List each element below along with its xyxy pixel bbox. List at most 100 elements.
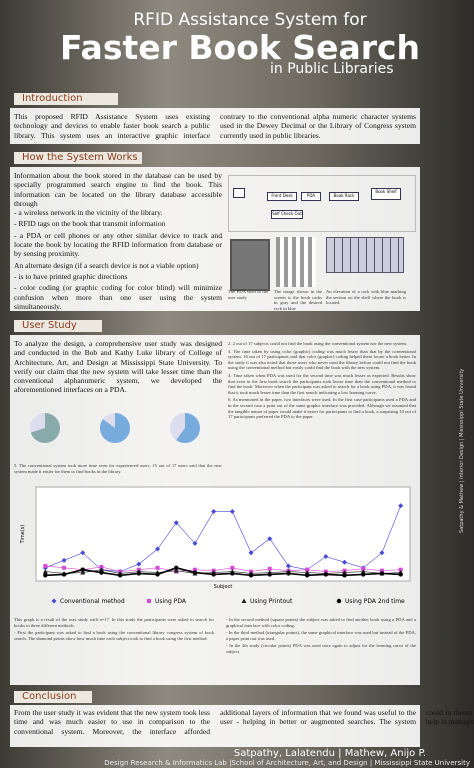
- section-heading: Introduction: [14, 93, 118, 105]
- notes: This graph is a result of the user study…: [14, 617, 214, 643]
- paragraph: - First the participant was asked to fin…: [14, 630, 214, 641]
- section-heading: User Study: [14, 320, 102, 332]
- point: [147, 599, 151, 603]
- caption: The PDA used in the user study: [228, 289, 268, 300]
- title-main: Faster Book Search: [59, 28, 421, 67]
- point: [267, 572, 272, 577]
- legend-label: Conventional method: [60, 598, 125, 605]
- point: [136, 561, 142, 567]
- point: [379, 568, 384, 573]
- point: [241, 598, 247, 603]
- node: Book Rack: [329, 192, 359, 201]
- point: [230, 565, 235, 570]
- diagram: Front Desk PDA Book Rack Book Shelf Self…: [228, 175, 416, 232]
- point: [61, 572, 67, 577]
- point: [155, 572, 160, 577]
- point: [342, 573, 347, 578]
- point: [117, 573, 123, 578]
- caption: The image shown in the screen is the boo…: [274, 289, 322, 311]
- list-item: - RFID tags on the book that transmit in…: [14, 219, 166, 229]
- point: [360, 569, 366, 574]
- paragraph: - In the second method (square points) t…: [226, 617, 416, 628]
- point: [61, 557, 67, 563]
- caption: An elevation of a rack with blue marking…: [326, 289, 406, 306]
- point: [323, 572, 329, 577]
- point: [323, 554, 329, 560]
- intro-text: This proposed RFID Assistance System use…: [10, 108, 420, 144]
- point: [43, 573, 48, 578]
- node: Book Shelf: [371, 188, 401, 200]
- pda-image: [230, 239, 270, 291]
- point: [99, 570, 104, 575]
- x-axis-label: Subject: [214, 584, 233, 590]
- node: PDA: [301, 192, 321, 201]
- point: [361, 566, 366, 571]
- list-item: - color coding (or graphic coding for co…: [14, 283, 222, 311]
- point: [80, 567, 85, 572]
- pie: [30, 413, 60, 443]
- point: [80, 570, 86, 575]
- authors: Satpathy, Lalatendu | Mathew, Anijo P.: [233, 748, 427, 759]
- point: [98, 567, 104, 572]
- paragraph: 2. 2 out of 17 subjects could not find t…: [228, 341, 408, 346]
- notes: - In the second method (square points) t…: [226, 617, 416, 657]
- point: [136, 571, 142, 576]
- legend-label: Using Printout: [250, 598, 293, 605]
- list-item: - a wireless network in the vicinity of …: [14, 208, 163, 218]
- point: [174, 565, 179, 571]
- legend-label: Using PDA: [155, 598, 187, 605]
- point: [342, 559, 348, 565]
- point: [398, 503, 404, 509]
- icon: [233, 188, 245, 198]
- point: [305, 567, 310, 572]
- point: [43, 563, 48, 568]
- paragraph: - In the third method (triangular points…: [226, 630, 416, 641]
- paragraph: 4. Time taken when PDA was used for the …: [228, 372, 416, 395]
- point: [155, 565, 160, 570]
- list-item: - is to have printed graphic directions: [14, 271, 128, 281]
- section-heading: How the System Works: [14, 152, 142, 164]
- point: [361, 572, 366, 577]
- point: [267, 566, 272, 571]
- plot-area: [35, 486, 411, 582]
- point: [42, 569, 48, 574]
- point: [304, 570, 310, 575]
- racks-image: [276, 237, 316, 287]
- point: [285, 563, 291, 569]
- panel: To analyze the design, a comprehensive u…: [10, 335, 420, 685]
- point: [379, 550, 385, 556]
- paragraph: Information about the book stored in the…: [14, 171, 222, 208]
- pie-charts: [30, 407, 210, 451]
- point: [304, 573, 310, 578]
- point: [99, 564, 104, 569]
- point: [336, 598, 342, 604]
- point: [192, 540, 198, 546]
- point: [173, 520, 179, 526]
- paragraph: - In the 4th study (circular points) PDA…: [226, 643, 416, 654]
- point: [192, 570, 198, 575]
- series-line: [45, 505, 401, 572]
- point: [248, 550, 254, 556]
- point: [342, 570, 348, 575]
- study-notes: 2. 2 out of 17 subjects could not find t…: [228, 341, 416, 422]
- title-line: in Public Libraries: [270, 61, 394, 77]
- pie: [100, 413, 130, 443]
- conclusion-text: From the user study it was evident that …: [10, 705, 474, 747]
- paragraph: 3. The time taken by using color (graphi…: [228, 348, 416, 371]
- paragraph: This graph is a result of the user study…: [14, 617, 214, 628]
- study-text: To analyze the design, a comprehensive u…: [14, 339, 222, 395]
- point: [51, 598, 57, 604]
- point: [286, 571, 291, 576]
- how-text: Information about the book stored in the…: [14, 171, 222, 313]
- caption: 5. The conventional system took more tim…: [14, 463, 222, 474]
- chart: Time(s) Subject Conventional method Using P…: [20, 486, 411, 605]
- section-heading: Conclusion: [14, 691, 92, 703]
- point: [379, 571, 385, 576]
- legend-label: Using PDA 2nd time: [345, 598, 405, 605]
- list-item: - a PDA or cell phones or any other simi…: [14, 230, 222, 259]
- point: [229, 508, 235, 514]
- point: [173, 568, 179, 573]
- point: [62, 565, 67, 570]
- point: [211, 572, 216, 577]
